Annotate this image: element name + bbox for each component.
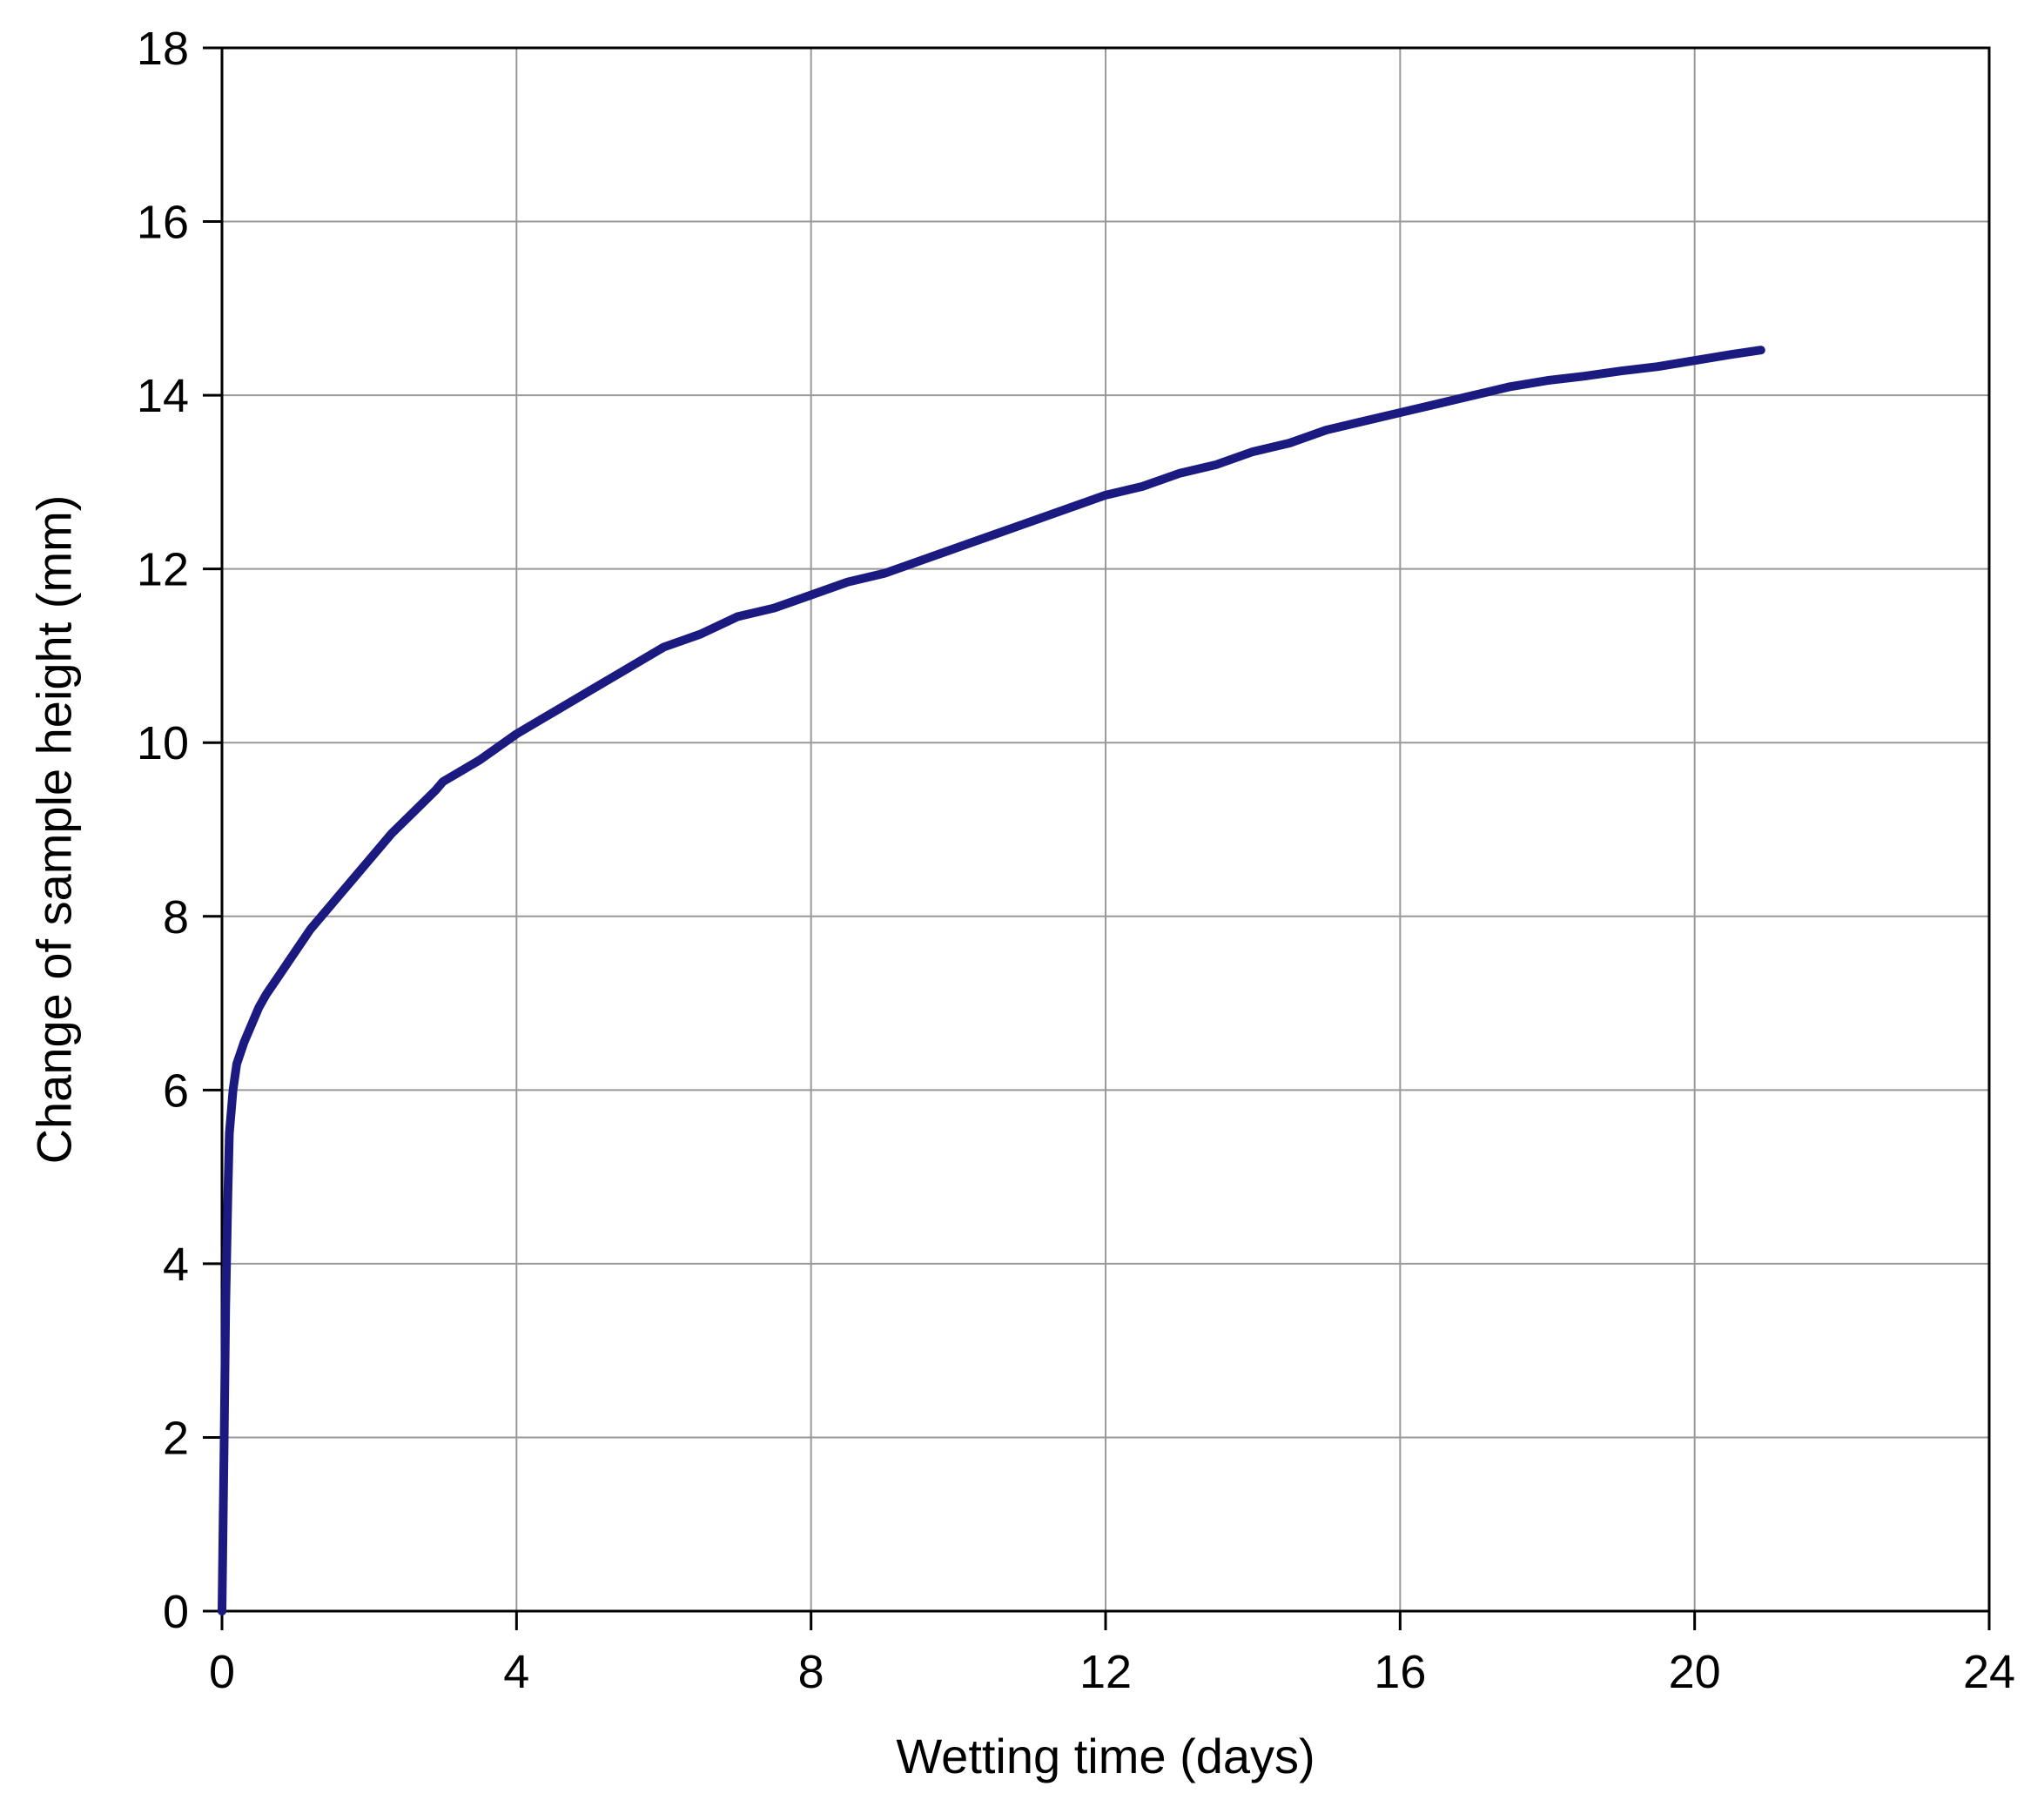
y-tick-label: 8 bbox=[163, 891, 189, 944]
y-tick-label: 14 bbox=[137, 370, 189, 422]
data-line bbox=[218, 346, 1765, 1615]
y-tick-label: 2 bbox=[163, 1412, 189, 1464]
y-tick-label: 16 bbox=[137, 197, 189, 249]
x-tick-label: 0 bbox=[209, 1646, 235, 1698]
y-axis-title: Change of sample height (mm) bbox=[26, 494, 82, 1165]
y-tick-label: 10 bbox=[137, 717, 189, 769]
y-tick-label: 18 bbox=[137, 23, 189, 75]
x-tick-label: 8 bbox=[798, 1646, 824, 1698]
x-tick-label: 24 bbox=[1963, 1646, 2015, 1698]
y-tick-label: 12 bbox=[137, 544, 189, 596]
x-tick-label: 12 bbox=[1079, 1646, 1132, 1698]
y-tick-label: 6 bbox=[163, 1064, 189, 1117]
x-tick-label: 4 bbox=[503, 1646, 529, 1698]
x-tick-label: 16 bbox=[1374, 1646, 1426, 1698]
y-tick-label: 4 bbox=[163, 1239, 189, 1291]
y-tick-label: 0 bbox=[163, 1586, 189, 1638]
x-axis-title: Wetting time (days) bbox=[896, 1729, 1315, 1783]
x-tick-label: 20 bbox=[1669, 1646, 1721, 1698]
